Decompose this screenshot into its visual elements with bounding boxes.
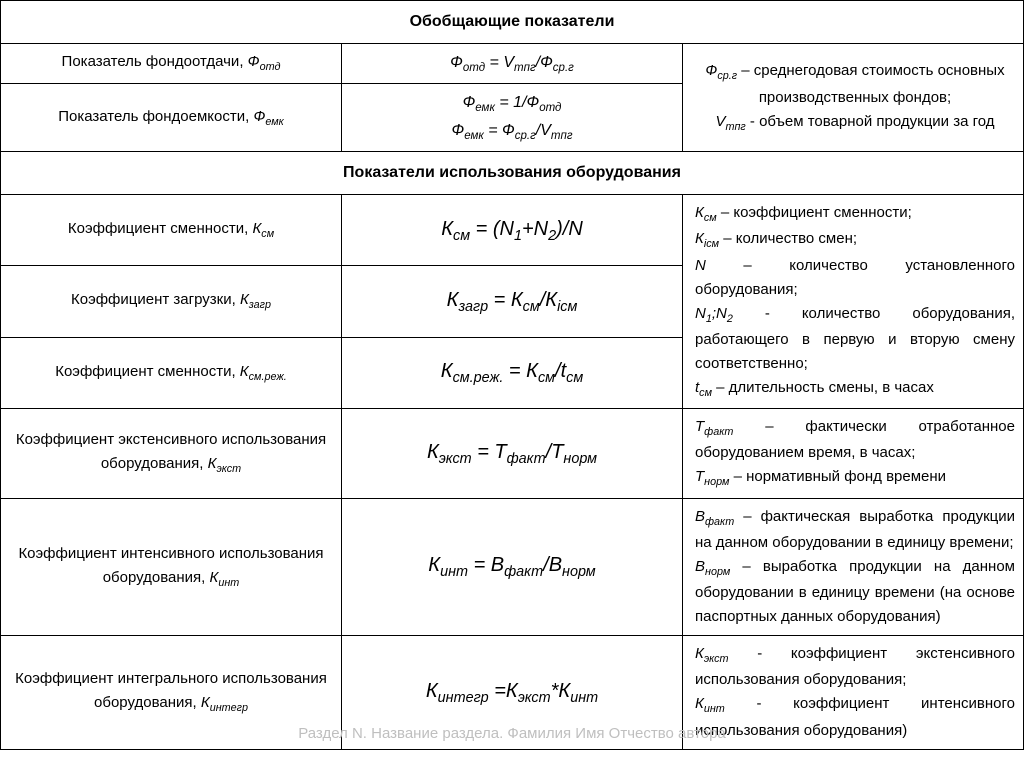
s2-r1-formula: Ксм = (N1+N2)/N — [342, 195, 683, 266]
s1-r1-formula: Фотд = Vтпг/Фср.г — [342, 43, 683, 84]
s2-r2-formula: Кзагр = Ксм/Кiсм — [342, 266, 683, 337]
s2-r4-name: Коэффициент экстенсивного использования … — [1, 409, 342, 499]
s1-r1-name: Показатель фондоотдачи, Фотд — [1, 43, 342, 84]
s2-r4-formula: Кэкст = Тфакт/Тнорм — [342, 409, 683, 499]
section2-header: Показатели использования оборудования — [1, 152, 1024, 195]
s2-r5-desc: Вфакт – фактическая выработка продукции … — [683, 498, 1024, 636]
s1-r2-name: Показатель фондоемкости, Фемк — [1, 84, 342, 152]
s2-r6-formula: Кинтегр =Кэкст*Кинт — [342, 636, 683, 750]
section1-header: Обобщающие показатели — [1, 1, 1024, 44]
s2-r5-name: Коэффициент интенсивного использования о… — [1, 498, 342, 636]
s2-r3-name: Коэффициент сменности, Ксм.реж. — [1, 337, 342, 408]
s2-r6-desc: Кэкст - коэффициент экстенсивного исполь… — [683, 636, 1024, 750]
s2-r5-formula: Кинт = Вфакт/Внорм — [342, 498, 683, 636]
indicators-table: Обобщающие показатели Показатель фондоот… — [0, 0, 1024, 750]
s2-r1-name: Коэффициент сменности, Ксм — [1, 195, 342, 266]
s2-desc123: Ксм – коэффициент сменности;Кiсм – колич… — [683, 195, 1024, 409]
s1-r2-formula: Фемк = 1/ФотдФемк = Фср.г/Vтпг — [342, 84, 683, 152]
s2-r6-name: Коэффициент интегрального использования … — [1, 636, 342, 750]
s2-r3-formula: Ксм.реж. = Ксм/tсм — [342, 337, 683, 408]
s1-desc: Фср.г – среднегодовая стоимость основных… — [683, 43, 1024, 152]
s2-r2-name: Коэффициент загрузки, Кзагр — [1, 266, 342, 337]
s2-r4-desc: Тфакт – фактически отработанное оборудов… — [683, 409, 1024, 499]
